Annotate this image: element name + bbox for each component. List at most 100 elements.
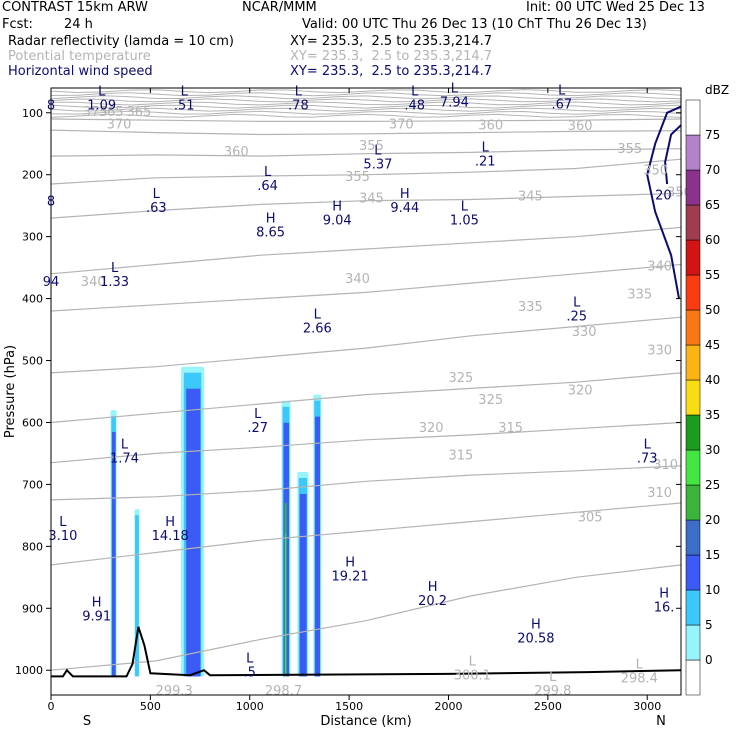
wind-extremum-kind: L [482, 140, 490, 155]
reflectivity-core-15 [186, 388, 201, 677]
wind-extremum-value: 3.10 [48, 529, 77, 544]
y-tick-label: 600 [22, 416, 43, 429]
wind-extremum-kind: H [659, 586, 669, 601]
field-wind-name: Horizontal wind speed [8, 64, 153, 79]
colorbar-swatch [685, 169, 701, 206]
wind-extremum-kind: L [295, 85, 303, 100]
theta-label: 360 [224, 145, 249, 160]
theta-contour [50, 192, 682, 219]
theta-extremum-kind: L [636, 658, 644, 673]
wind-extremum-kind: H [531, 617, 541, 632]
y-tick-label: 800 [22, 540, 43, 553]
colorbar-swatch [685, 99, 701, 136]
wind-extremum-value: .48 [404, 99, 425, 114]
field-theta-xy: XY= 235.3, 2.5 to 235.3,214.7 [290, 49, 493, 64]
reflectivity-core-15 [111, 432, 116, 677]
wind-extremum-value: .21 [475, 154, 496, 169]
theta-contour [50, 421, 682, 464]
theta-contour [50, 226, 682, 275]
theta-label: 335 [518, 300, 543, 315]
colorbar-level-label: 55 [705, 268, 720, 282]
wind-extremum-kind: H [400, 187, 410, 202]
theta-contour-upper [50, 107, 682, 112]
wind-extremum-kind: H [332, 199, 342, 214]
reflectivity-core-10 [135, 515, 139, 677]
theta-label: 345 [359, 192, 384, 207]
wind-extremum-value: 16. [654, 600, 675, 615]
theta-label: 360 [568, 119, 593, 134]
theta-contour-upper [50, 98, 682, 103]
wind-extremum-kind: L [98, 85, 106, 100]
colorbar-level-label: 0 [705, 653, 713, 667]
colorbar-swatch [685, 134, 701, 171]
theta-extremum-value: 298.7 [265, 684, 302, 699]
wind-extremum-kind: L [374, 144, 382, 159]
theta-label: 365 [99, 105, 124, 120]
wind-extremum-value: .73 [637, 452, 658, 467]
x-tick-label: 1500 [335, 700, 363, 713]
wind-extremum-kind: H [345, 555, 355, 570]
chart-header: CONTRAST 15km ARW NCAR/MMM Init: 00 UTC … [0, 0, 740, 90]
colorbar-level-label: 45 [705, 338, 720, 352]
theta-label: 340 [81, 275, 106, 290]
wind-extremum-value: 14.18 [152, 529, 189, 544]
colorbar-swatch [685, 239, 701, 276]
theta-label: 310 [647, 486, 672, 501]
wind-extremum-value: 19.21 [331, 569, 368, 584]
wind-extremum-value: .78 [288, 99, 309, 114]
theta-contour [50, 129, 682, 136]
theta-label: 365 [127, 105, 152, 120]
init-time: Init: 00 UTC Wed 25 Dec 13 [526, 0, 705, 15]
axes: 0 500 1000 1500 2000 2500 3000 100 200 300 400 500 6… [3, 88, 681, 729]
wind-extremum-kind: L [451, 82, 459, 97]
colorbar-level-label: 25 [705, 478, 720, 492]
theta-label: 360 [478, 119, 503, 134]
colorbar-swatch [685, 554, 701, 591]
theta-contour-upper [50, 89, 682, 94]
jet-contour [646, 105, 682, 299]
wind-extremum-value: 8.65 [256, 226, 285, 241]
terrain-line [51, 626, 682, 678]
theta-contour-upper [50, 95, 682, 100]
x-end-label-north: N [656, 714, 666, 729]
theta-extremum-kind: L [469, 655, 477, 670]
wind-extremum-value: 20.2 [418, 594, 447, 609]
theta-contour [50, 263, 682, 312]
colorbar-swatch [685, 204, 701, 241]
wind-extremum-kind: H [165, 515, 175, 530]
theta-label: 350 [667, 185, 692, 200]
colorbar-level-label: 50 [705, 303, 720, 317]
field-reflectivity-name: Radar reflectivity (lamda = 10 cm) [8, 34, 234, 49]
theta-label: 325 [449, 371, 474, 386]
wind-extremum-kind: L [314, 308, 322, 323]
colorbar-swatch [685, 344, 701, 381]
theta-contour-upper [50, 92, 682, 97]
forecast-hour: 24 h [64, 17, 93, 32]
y-axis-label: Pressure (hPa) [3, 345, 18, 438]
wind-extremum-kind: L [181, 85, 189, 100]
wind-extremum-kind: L [558, 83, 566, 98]
theta-label: 315 [449, 449, 474, 464]
theta-label: 355 [617, 142, 642, 157]
jet-contour-inner [664, 124, 682, 185]
theta-label: 370 [389, 117, 414, 132]
colorbar-level-label: 40 [705, 373, 720, 387]
colorbar-swatch [685, 659, 701, 696]
wind-extremum-kind: L [153, 187, 161, 202]
theta-label: 375 [83, 105, 108, 120]
theta-label: 355 [345, 170, 370, 185]
x-tick-label: 2500 [534, 700, 562, 713]
wind-extremum-value: 1.74 [110, 452, 139, 467]
theta-contour [50, 118, 682, 123]
wind-extremum-value: 9.04 [323, 213, 352, 228]
y-tick-label: 700 [22, 478, 43, 491]
field-reflectivity-xy: XY= 235.3, 2.5 to 235.3,214.7 [290, 34, 493, 49]
colorbar-level-label: 60 [705, 233, 720, 247]
wind-extremum-value: .63 [146, 201, 167, 216]
theta-contours [50, 89, 682, 671]
theta-contour [50, 465, 682, 501]
colorbar-level-label: 35 [705, 408, 720, 422]
colorbar-level-label: 5 [705, 618, 713, 632]
theta-label: 370 [107, 117, 132, 132]
colorbar-swatch [685, 484, 701, 521]
